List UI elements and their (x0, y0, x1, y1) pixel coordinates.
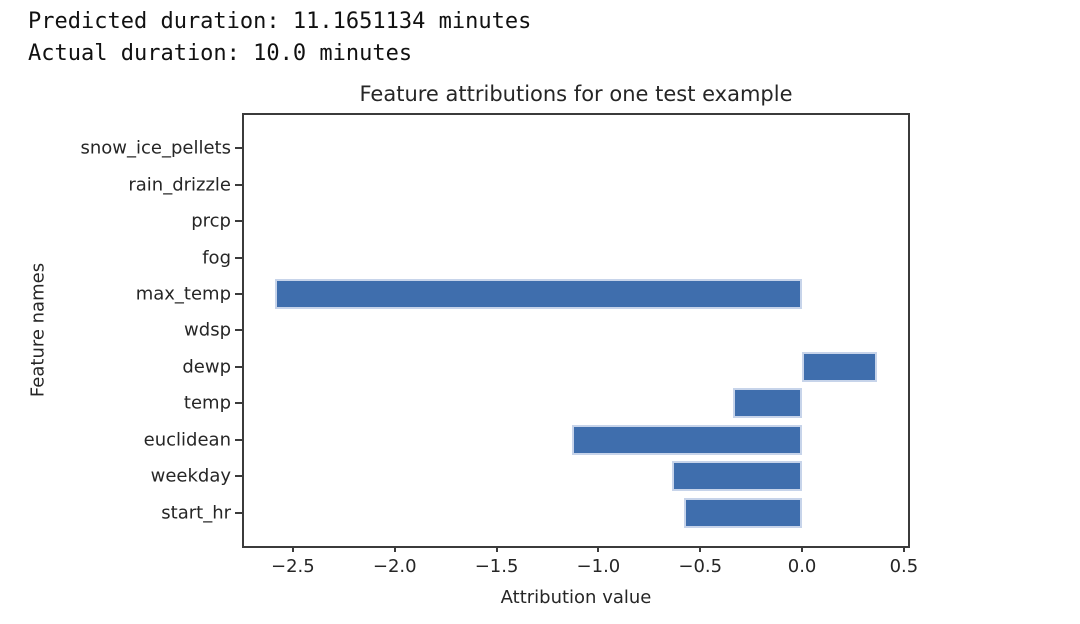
x-tick-mark (699, 546, 702, 552)
predicted-duration-text: Predicted duration: 11.1651134 minutes (28, 9, 532, 34)
y-tick-label-euclidean: euclidean (143, 429, 231, 451)
x-tick-label-−1.5: −1.5 (474, 556, 519, 577)
bar-row-rain_drizzle: rain_drizzle (128, 166, 908, 202)
x-tick-label-−2.0: −2.0 (372, 556, 417, 577)
y-tick-label-fog: fog (202, 247, 231, 269)
y-tick-label-weekday: weekday (150, 465, 231, 487)
y-tick-label-start_hr: start_hr (161, 502, 231, 524)
actual-duration-text: Actual duration: 10.0 minutes (28, 41, 413, 66)
x-tick-mark (902, 546, 905, 552)
y-tick-label-wdsp: wdsp (184, 319, 231, 341)
bar-row-dewp: dewp (182, 349, 908, 385)
bar-row-euclidean: euclidean (144, 422, 908, 458)
x-tick-mark (495, 546, 498, 552)
bar-row-weekday: weekday (151, 458, 908, 494)
x-tick-mark (801, 546, 804, 552)
chart-title: Feature attributions for one test exampl… (359, 82, 793, 106)
y-tick-mark (235, 365, 242, 368)
bar-row-fog: fog (202, 239, 908, 275)
x-axis-label: Attribution value (500, 587, 652, 608)
bar-row-snow_ice_pellets: snow_ice_pellets (80, 130, 908, 166)
bar-row-wdsp: wdsp (184, 312, 908, 348)
bar-euclidean (571, 424, 803, 455)
x-tick-label-0.5: 0.5 (889, 556, 919, 577)
console-output: Predicted duration: 11.1651134 minutes A… (28, 6, 531, 70)
y-tick-mark (235, 183, 242, 186)
bar-max_temp (274, 279, 803, 310)
x-tick-label-0.0: 0.0 (787, 556, 817, 577)
bar-row-temp: temp (184, 385, 908, 421)
x-tick-mark (291, 546, 294, 552)
x-tick-label-−2.5: −2.5 (271, 556, 315, 577)
y-tick-label-max_temp: max_temp (135, 283, 231, 305)
y-tick-mark (235, 147, 242, 150)
bar-start_hr (683, 497, 803, 528)
y-tick-label-temp: temp (183, 392, 231, 414)
y-tick-mark (235, 475, 242, 478)
x-tick-mark (393, 546, 396, 552)
bar-temp (732, 388, 803, 419)
bar-row-max_temp: max_temp (136, 276, 908, 312)
y-tick-mark (235, 256, 242, 259)
y-axis-label: Feature names (27, 262, 49, 398)
y-tick-label-prcp: prcp (191, 210, 231, 232)
y-tick-mark (235, 402, 242, 405)
y-tick-label-rain_drizzle: rain_drizzle (128, 174, 231, 196)
bar-dewp (802, 351, 878, 382)
x-tick-label-−0.5: −0.5 (678, 556, 723, 577)
x-tick-label-−1.0: −1.0 (576, 556, 621, 577)
y-tick-mark (235, 293, 242, 296)
y-tick-label-snow_ice_pellets: snow_ice_pellets (80, 137, 231, 159)
y-tick-mark (235, 220, 242, 223)
y-tick-mark (235, 511, 242, 514)
y-tick-mark (235, 438, 242, 441)
bar-row-start_hr: start_hr (161, 495, 908, 531)
bar-weekday (671, 461, 803, 492)
y-tick-mark (235, 329, 242, 332)
x-tick-mark (597, 546, 600, 552)
y-tick-label-dewp: dewp (182, 356, 231, 378)
bar-row-prcp: prcp (191, 203, 908, 239)
